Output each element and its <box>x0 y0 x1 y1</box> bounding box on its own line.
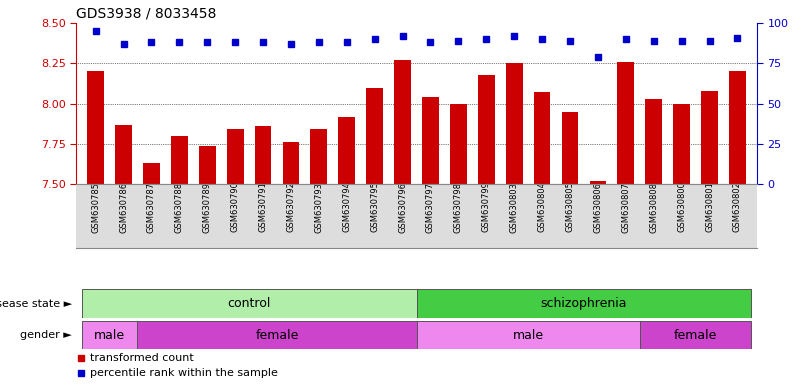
Text: schizophrenia: schizophrenia <box>541 297 627 310</box>
Bar <box>394 60 411 184</box>
Text: female: female <box>674 329 717 341</box>
Bar <box>618 62 634 184</box>
Bar <box>640 321 751 349</box>
Bar <box>311 129 328 184</box>
Bar <box>227 129 244 184</box>
Bar <box>82 289 417 318</box>
Bar <box>338 117 355 184</box>
Bar <box>673 104 690 184</box>
Bar <box>590 181 606 184</box>
Bar <box>562 112 578 184</box>
Bar <box>729 71 746 184</box>
Text: transformed count: transformed count <box>91 353 194 363</box>
Bar <box>422 97 439 184</box>
Bar <box>533 93 550 184</box>
Bar <box>255 126 272 184</box>
Bar <box>417 321 640 349</box>
Text: gender ►: gender ► <box>20 330 72 340</box>
Text: male: male <box>94 329 125 341</box>
Text: percentile rank within the sample: percentile rank within the sample <box>91 368 278 378</box>
Text: control: control <box>227 297 271 310</box>
Bar <box>115 125 132 184</box>
Bar <box>199 146 215 184</box>
Bar <box>138 321 417 349</box>
Bar <box>87 71 104 184</box>
Bar <box>171 136 187 184</box>
Text: female: female <box>256 329 299 341</box>
Text: disease state ►: disease state ► <box>0 298 72 309</box>
Text: GDS3938 / 8033458: GDS3938 / 8033458 <box>76 7 216 20</box>
Text: male: male <box>513 329 544 341</box>
Bar <box>505 63 522 184</box>
Bar <box>417 289 751 318</box>
Bar <box>701 91 718 184</box>
Bar <box>143 163 160 184</box>
Bar <box>366 88 383 184</box>
Bar <box>646 99 662 184</box>
Bar <box>450 104 467 184</box>
Bar <box>478 74 495 184</box>
Bar <box>283 142 300 184</box>
Bar <box>82 321 138 349</box>
